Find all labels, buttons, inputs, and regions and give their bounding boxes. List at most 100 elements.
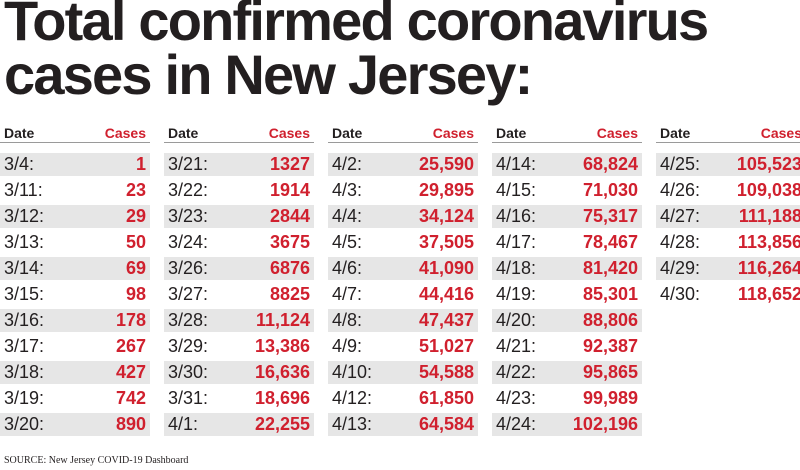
- cases-cell: 1327: [269, 154, 310, 174]
- column-header: Date Cases: [328, 124, 478, 143]
- cases-cell: 50: [125, 232, 146, 252]
- date-cell: 3/24:: [168, 232, 209, 252]
- date-header: Date: [168, 125, 199, 141]
- column-header: Date Cases: [656, 124, 800, 143]
- cases-table: Date Cases 3/4: 1 3/11: 23 3/12: 29 3/13: 50 3/14:…: [0, 124, 800, 444]
- cases-cell: 44,416: [418, 284, 474, 304]
- date-header: Date: [4, 125, 35, 141]
- table-row: 4/27: 111,188: [656, 205, 800, 228]
- cases-cell: 99,989: [582, 388, 638, 408]
- date-cell: 4/6:: [332, 258, 363, 278]
- table-row: 4/20: 88,806: [492, 309, 642, 332]
- date-cell: 4/22:: [496, 362, 537, 382]
- column-header: Date Cases: [0, 124, 150, 143]
- date-cell: 3/22:: [168, 180, 209, 200]
- date-cell: 3/18:: [4, 362, 45, 382]
- source-note: SOURCE: New Jersey COVID-19 Dashboard: [4, 455, 189, 466]
- date-cell: 3/11:: [4, 180, 43, 200]
- cases-cell: 116,264: [737, 258, 800, 278]
- table-row: 3/24: 3675: [164, 231, 314, 254]
- table-row: 4/15: 71,030: [492, 179, 642, 202]
- cases-cell: 16,636: [254, 362, 310, 382]
- table-row: 4/2: 25,590: [328, 153, 478, 176]
- table-row: 4/5: 37,505: [328, 231, 478, 254]
- table-row: 3/15: 98: [0, 283, 150, 306]
- date-cell: 4/8:: [332, 310, 363, 330]
- cases-cell: 71,030: [582, 180, 638, 200]
- table-row: 3/4: 1: [0, 153, 150, 176]
- table-row: 3/27: 8825: [164, 283, 314, 306]
- date-cell: 4/20:: [496, 310, 537, 330]
- date-cell: 4/12:: [332, 388, 373, 408]
- date-cell: 4/25:: [660, 154, 701, 174]
- date-cell: 3/14:: [4, 258, 45, 278]
- cases-cell: 81,420: [582, 258, 638, 278]
- cases-header: Cases: [596, 125, 638, 141]
- table-row: 4/21: 92,387: [492, 335, 642, 358]
- date-cell: 3/26:: [168, 258, 209, 278]
- cases-cell: 105,523: [736, 154, 800, 174]
- date-cell: 4/18:: [496, 258, 537, 278]
- date-cell: 4/27:: [660, 206, 701, 226]
- cases-cell: 98: [125, 284, 146, 304]
- table-row: 4/12: 61,850: [328, 387, 478, 410]
- table-column: Date Cases 3/21: 1327 3/22: 1914 3/23: 2844 3/24…: [164, 124, 314, 439]
- table-row: 3/14: 69: [0, 257, 150, 280]
- cases-cell: 47,437: [418, 310, 474, 330]
- table-row: 3/23: 2844: [164, 205, 314, 228]
- cases-cell: 37,505: [418, 232, 474, 252]
- cases-cell: 109,038: [736, 180, 800, 200]
- cases-cell: 29,895: [418, 180, 474, 200]
- date-cell: 4/28:: [660, 232, 701, 252]
- cases-cell: 2844: [269, 206, 310, 226]
- table-row: 3/28: 11,124: [164, 309, 314, 332]
- table-row: 3/21: 1327: [164, 153, 314, 176]
- cases-cell: 1: [135, 154, 146, 174]
- table-row: 3/18: 427: [0, 361, 150, 384]
- cases-cell: 427: [115, 362, 146, 382]
- date-cell: 4/13:: [332, 414, 373, 434]
- table-row: 4/16: 75,317: [492, 205, 642, 228]
- cases-cell: 92,387: [582, 336, 638, 356]
- table-column: Date Cases 3/4: 1 3/11: 23 3/12: 29 3/13: 50 3/14:…: [0, 124, 150, 439]
- table-row: 4/19: 85,301: [492, 283, 642, 306]
- date-cell: 3/29:: [168, 336, 209, 356]
- table-row: 3/29: 13,386: [164, 335, 314, 358]
- date-cell: 3/4:: [4, 154, 35, 174]
- table-row: 4/7: 44,416: [328, 283, 478, 306]
- table-row: 4/23: 99,989: [492, 387, 642, 410]
- date-cell: 3/20:: [4, 414, 45, 434]
- cases-cell: 23: [125, 180, 146, 200]
- table-row: 4/6: 41,090: [328, 257, 478, 280]
- table-row: 4/9: 51,027: [328, 335, 478, 358]
- table-column: Date Cases 4/2: 25,590 4/3: 29,895 4/4: 34,124 4…: [328, 124, 478, 439]
- table-row: 3/30: 16,636: [164, 361, 314, 384]
- cases-cell: 178: [115, 310, 146, 330]
- date-cell: 4/1:: [168, 414, 199, 434]
- cases-cell: 61,850: [418, 388, 474, 408]
- date-cell: 3/23:: [168, 206, 209, 226]
- table-row: 4/13: 64,584: [328, 413, 478, 436]
- column-header: Date Cases: [164, 124, 314, 143]
- table-row: 4/29: 116,264: [656, 257, 800, 280]
- cases-cell: 88,806: [582, 310, 638, 330]
- cases-cell: 11,124: [255, 310, 310, 330]
- table-row: 4/18: 81,420: [492, 257, 642, 280]
- table-row: 3/20: 890: [0, 413, 150, 436]
- table-column: Date Cases 4/14: 68,824 4/15: 71,030 4/16: 75,3…: [492, 124, 642, 439]
- cases-cell: 118,652: [737, 284, 800, 304]
- date-cell: 3/13:: [4, 232, 45, 252]
- table-row: 3/22: 1914: [164, 179, 314, 202]
- date-cell: 4/21:: [496, 336, 537, 356]
- cases-cell: 51,027: [418, 336, 474, 356]
- table-row: 4/17: 78,467: [492, 231, 642, 254]
- cases-cell: 25,590: [418, 154, 474, 174]
- table-row: 3/12: 29: [0, 205, 150, 228]
- table-row: 4/30: 118,652: [656, 283, 800, 306]
- table-row: 4/1: 22,255: [164, 413, 314, 436]
- date-cell: 4/2:: [332, 154, 363, 174]
- column-header: Date Cases: [492, 124, 642, 143]
- date-cell: 4/9:: [332, 336, 363, 356]
- table-row: 4/14: 68,824: [492, 153, 642, 176]
- cases-cell: 69: [125, 258, 146, 278]
